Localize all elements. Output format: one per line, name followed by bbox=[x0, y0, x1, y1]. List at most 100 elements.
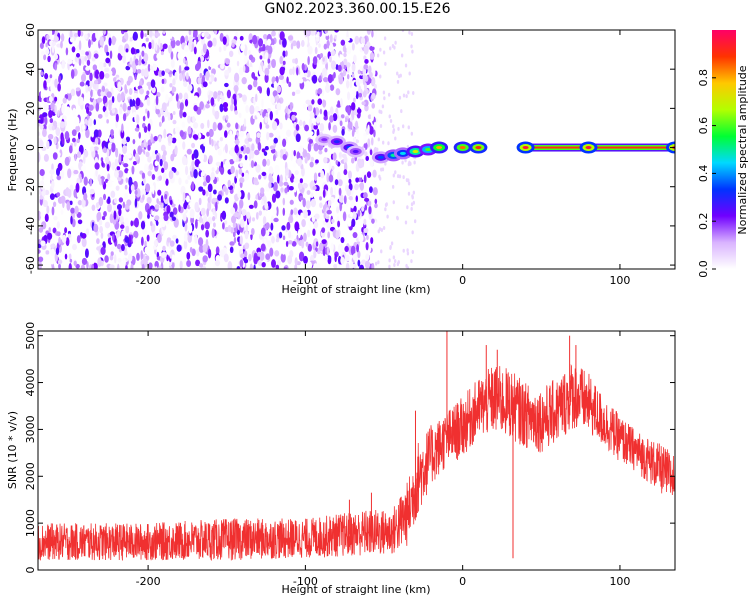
noise-speckle bbox=[410, 202, 414, 207]
noise-speckle bbox=[351, 218, 356, 228]
noise-speckle bbox=[207, 40, 213, 48]
noise-speckle bbox=[315, 89, 318, 96]
noise-speckle bbox=[363, 218, 367, 226]
noise-speckle bbox=[405, 94, 408, 99]
noise-speckle bbox=[120, 129, 125, 139]
noise-speckle bbox=[249, 66, 253, 72]
noise-speckle bbox=[107, 196, 111, 204]
noise-speckle bbox=[114, 158, 118, 167]
signal-blob-core bbox=[399, 151, 406, 156]
noise-speckle bbox=[335, 230, 340, 240]
noise-speckle bbox=[136, 252, 140, 261]
noise-speckle bbox=[113, 210, 117, 220]
noise-speckle bbox=[182, 213, 187, 222]
noise-speckle bbox=[258, 174, 262, 180]
noise-speckle bbox=[143, 125, 148, 133]
noise-speckle bbox=[262, 210, 268, 218]
noise-speckle bbox=[167, 113, 171, 121]
noise-speckle bbox=[189, 208, 195, 219]
noise-speckle bbox=[144, 108, 148, 114]
noise-speckle bbox=[410, 32, 414, 37]
noise-speckle bbox=[333, 263, 338, 269]
noise-speckle bbox=[51, 264, 55, 269]
noise-speckle bbox=[93, 223, 99, 233]
noise-speckle bbox=[129, 98, 133, 108]
noise-speckle bbox=[323, 109, 328, 117]
noise-speckle bbox=[410, 206, 413, 211]
noise-speckle bbox=[186, 148, 192, 155]
noise-speckle bbox=[170, 39, 176, 49]
noise-speckle bbox=[256, 112, 261, 118]
noise-speckle bbox=[388, 258, 391, 263]
noise-speckle bbox=[146, 97, 150, 106]
noise-speckle bbox=[262, 43, 266, 52]
noise-speckle bbox=[311, 216, 316, 222]
noise-speckle bbox=[205, 71, 210, 81]
noise-speckle bbox=[72, 59, 76, 65]
noise-speckle bbox=[169, 211, 174, 218]
colorbar-tick-label: 0.4 bbox=[697, 165, 710, 183]
noise-speckle bbox=[335, 159, 339, 166]
noise-speckle bbox=[337, 220, 341, 228]
noise-speckle bbox=[404, 63, 408, 68]
colorbar-tick-label: 0.8 bbox=[697, 69, 710, 87]
noise-speckle bbox=[175, 93, 179, 102]
noise-speckle bbox=[143, 163, 149, 172]
noise-speckle bbox=[40, 51, 45, 56]
noise-speckle bbox=[338, 187, 342, 196]
noise-speckle bbox=[392, 255, 396, 260]
noise-speckle bbox=[161, 154, 166, 163]
noise-speckle bbox=[402, 93, 406, 98]
noise-speckle bbox=[264, 145, 269, 151]
noise-speckle bbox=[75, 125, 81, 132]
noise-speckle bbox=[281, 78, 287, 84]
noise-speckle bbox=[80, 49, 86, 55]
noise-speckle bbox=[38, 131, 41, 137]
noise-speckle bbox=[97, 113, 103, 119]
noise-speckle bbox=[144, 33, 147, 38]
noise-speckle bbox=[379, 123, 383, 128]
noise-speckle bbox=[313, 142, 319, 152]
signal-blob-core bbox=[522, 145, 529, 150]
noise-speckle bbox=[217, 93, 220, 102]
noise-speckle bbox=[217, 90, 222, 96]
noise-speckle bbox=[148, 41, 152, 50]
noise-speckle bbox=[243, 159, 248, 170]
x-tick-label: -200 bbox=[136, 575, 161, 588]
noise-speckle bbox=[144, 133, 150, 141]
noise-speckle bbox=[52, 227, 57, 234]
noise-speckle bbox=[317, 143, 324, 151]
noise-speckle bbox=[260, 220, 263, 230]
noise-speckle bbox=[356, 244, 359, 253]
noise-speckle bbox=[123, 154, 129, 164]
noise-speckle bbox=[248, 204, 254, 209]
noise-speckle bbox=[371, 78, 376, 86]
noise-speckle bbox=[265, 222, 270, 230]
noise-speckle bbox=[50, 102, 55, 110]
noise-speckle bbox=[396, 262, 400, 267]
noise-speckle bbox=[147, 208, 152, 215]
noise-speckle bbox=[113, 254, 117, 264]
noise-speckle bbox=[238, 112, 242, 118]
noise-speckle bbox=[236, 266, 241, 269]
noise-speckle bbox=[265, 253, 271, 261]
noise-speckle bbox=[271, 259, 276, 268]
noise-speckle bbox=[294, 264, 298, 269]
noise-speckle bbox=[122, 201, 126, 209]
noise-speckle bbox=[193, 95, 198, 101]
noise-speckle bbox=[358, 79, 363, 84]
noise-speckle bbox=[81, 257, 88, 266]
noise-speckle bbox=[120, 243, 125, 252]
x-tick-label: 100 bbox=[609, 274, 630, 287]
noise-speckle bbox=[154, 266, 158, 269]
noise-speckle bbox=[70, 69, 75, 79]
noise-speckle bbox=[225, 58, 231, 65]
noise-speckle bbox=[217, 149, 223, 156]
noise-speckle bbox=[282, 38, 287, 48]
noise-speckle bbox=[192, 134, 199, 140]
noise-speckle bbox=[111, 107, 116, 114]
noise-speckle bbox=[160, 86, 165, 93]
noise-speckle bbox=[93, 79, 99, 85]
noise-speckle bbox=[68, 233, 71, 239]
noise-speckle bbox=[407, 125, 410, 130]
